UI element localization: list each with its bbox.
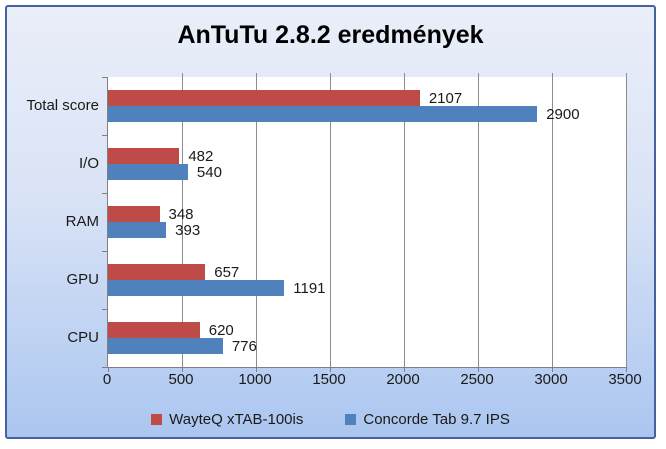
bar [108,106,538,122]
x-tick-label: 2000 [386,371,420,388]
x-tick-label: 500 [168,371,194,388]
y-axis-tick [102,367,108,368]
bar-value-label: 1191 [293,280,326,297]
legend-label: Concorde Tab 9.7 IPS [363,411,510,428]
bar-value-label: 620 [208,322,234,339]
bar [108,264,206,280]
x-axis-tick [551,367,553,372]
x-axis-tick [477,367,479,372]
x-tick-label: 2500 [460,371,494,388]
bar [108,148,180,164]
legend-label: WayteQ xTAB-100is [169,411,304,428]
bar-value-label: 657 [214,264,240,281]
category-label: RAM [65,213,99,230]
bar [108,322,200,338]
x-axis-tick [329,367,331,372]
bar [108,90,420,106]
bar-value-label: 393 [175,222,201,239]
bar [108,338,223,354]
x-tick-label: 3000 [534,371,568,388]
legend: WayteQ xTAB-100is Concorde Tab 9.7 IPS [7,411,654,428]
bar [108,164,188,180]
x-tick-label: 1000 [238,371,272,388]
legend-item: Concorde Tab 9.7 IPS [345,411,510,428]
bar-value-label: 482 [188,148,214,165]
bar [108,222,167,238]
bar-value-label: 776 [231,338,257,355]
gridline [329,73,331,367]
gridline [403,73,405,367]
bar-value-label: 348 [168,206,194,223]
x-axis-tick [181,367,183,372]
chart-frame: AnTuTu 2.8.2 eredmények 2107 2900 482 540 34… [5,5,656,439]
gridline [625,73,627,367]
x-tick-label: 0 [102,371,112,388]
x-axis-tick [625,367,627,372]
gridline [551,73,553,367]
y-axis-tick [102,309,108,310]
y-axis-tick [102,77,108,78]
y-axis-tick [102,251,108,252]
bar [108,280,285,296]
category-label: GPU [66,271,99,288]
bar-value-label: 2900 [546,106,580,123]
x-axis-tick [107,367,109,372]
y-axis-tick [102,135,108,136]
x-axis-tick [403,367,405,372]
legend-swatch-icon [151,414,163,425]
category-label: CPU [67,329,99,346]
x-tick-label: 1500 [312,371,346,388]
y-axis-tick [102,193,108,194]
gridline [181,73,183,367]
x-axis-tick [255,367,257,372]
legend-swatch-icon [345,414,357,425]
bar [108,206,160,222]
chart-title: AnTuTu 2.8.2 eredmények [177,21,484,49]
gridline [255,73,257,367]
category-label: Total score [26,97,99,114]
legend-item: WayteQ xTAB-100is [151,411,303,428]
category-label: I/O [78,155,99,172]
bar-value-label: 2107 [428,90,463,107]
gridline [477,73,479,367]
x-tick-label: 3500 [608,371,642,388]
plot-area: 2107 2900 482 540 348 393 657 1191 620 776 [102,73,627,372]
bar-value-label: 540 [196,164,222,181]
